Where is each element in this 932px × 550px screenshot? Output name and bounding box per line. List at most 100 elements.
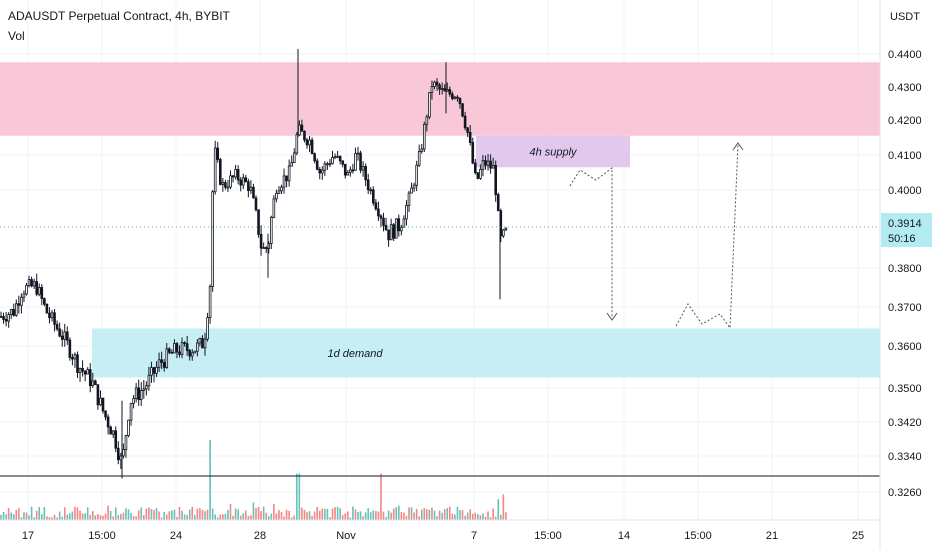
volume-bar [38, 507, 41, 520]
candle-down [473, 162, 477, 174]
volume-bar [446, 508, 449, 520]
volume-bar [79, 510, 81, 520]
price-tick-label: 0.4300 [888, 82, 922, 94]
volume-bar [385, 516, 387, 520]
volume-bar [285, 509, 288, 520]
volume-bar [224, 513, 227, 520]
volume-bar [441, 512, 443, 520]
volume-bar [329, 517, 331, 520]
volume-bar [484, 516, 487, 520]
volume-bar [423, 508, 426, 520]
candle-up [132, 398, 135, 404]
volume-bar [194, 514, 196, 520]
projection-paths [569, 142, 744, 330]
volume-bar [183, 514, 186, 520]
volume-bar [405, 515, 408, 520]
candle-up [119, 455, 123, 461]
candle-up [389, 224, 393, 241]
volume-bar [239, 515, 242, 520]
volume-bar [227, 509, 229, 520]
volume-bar [334, 507, 336, 520]
volume-bar [125, 508, 127, 520]
volume-bar [163, 511, 165, 520]
volume-bar [288, 510, 290, 520]
price-tick-label: 0.3340 [888, 451, 922, 463]
volume-bar [63, 507, 66, 520]
volume-bar [250, 515, 252, 520]
candle-down [259, 234, 263, 249]
volume-bar [30, 506, 33, 520]
candle-down [397, 218, 401, 232]
candle-down [466, 127, 469, 133]
volume-bar [86, 507, 89, 520]
volume-bar [219, 514, 222, 520]
candle-down [303, 130, 306, 141]
volume-bar [132, 516, 135, 520]
volume-bar [89, 514, 92, 520]
candle-up [453, 96, 457, 99]
volume-bar [428, 509, 431, 520]
volume-bar [357, 511, 359, 520]
zone-label: 4h supply [529, 147, 578, 159]
candle-down [216, 147, 220, 160]
indicator-label[interactable]: Vol [8, 29, 25, 43]
candle-up [479, 169, 482, 179]
volume-bar [178, 506, 181, 520]
candle-down [305, 139, 309, 146]
candle-down [448, 89, 452, 95]
candle-down [461, 103, 464, 117]
countdown-label: 50:16 [888, 233, 916, 245]
candle-up [415, 164, 418, 186]
volume-bar [283, 516, 285, 520]
volume-bar [262, 506, 265, 520]
volume-bar [298, 473, 301, 520]
candle-down [285, 175, 288, 182]
candle-up [32, 281, 36, 287]
candle-down [392, 224, 395, 239]
candle-down [101, 397, 105, 412]
volume-bar [436, 516, 438, 520]
candle-up [308, 139, 311, 146]
candle-up [165, 348, 169, 368]
volume-bar [267, 516, 270, 520]
candle-down [377, 208, 380, 217]
volume-bar [234, 508, 237, 520]
candle-up [328, 163, 332, 166]
candle-down [2, 316, 5, 320]
candle-up [298, 124, 301, 136]
volume-bar [25, 512, 28, 520]
volume-bar [56, 517, 58, 520]
candle-down [341, 160, 344, 165]
zone-supply-major [0, 62, 880, 136]
candle-down [384, 225, 388, 231]
candle-down [183, 342, 186, 345]
candle-up [193, 350, 197, 354]
volume-bar [426, 509, 428, 520]
candle-up [420, 148, 424, 152]
volume-bar [97, 514, 99, 520]
volume-bar [171, 510, 173, 520]
volume-bar [494, 516, 497, 520]
volume-bar [390, 512, 392, 520]
volume-bar [41, 514, 43, 520]
candle-up [180, 342, 184, 355]
volume-bar [158, 511, 160, 520]
volume-bar [122, 512, 125, 520]
candle-up [262, 247, 265, 249]
price-currency-label: USDT [890, 11, 920, 23]
candle-down [45, 303, 49, 314]
volume-bar [222, 514, 224, 520]
projection-path [675, 144, 739, 330]
volume-bar [415, 508, 418, 520]
candle-up [269, 216, 273, 244]
candle-up [422, 123, 426, 150]
candle-up [428, 92, 431, 118]
candle-down [382, 217, 385, 226]
volume-bar [347, 511, 349, 520]
price-tick-label: 0.3420 [888, 417, 922, 429]
volume-bar [204, 511, 206, 520]
volume-bar [173, 509, 176, 520]
volume-bar [201, 509, 204, 520]
volume-bar [318, 510, 321, 520]
